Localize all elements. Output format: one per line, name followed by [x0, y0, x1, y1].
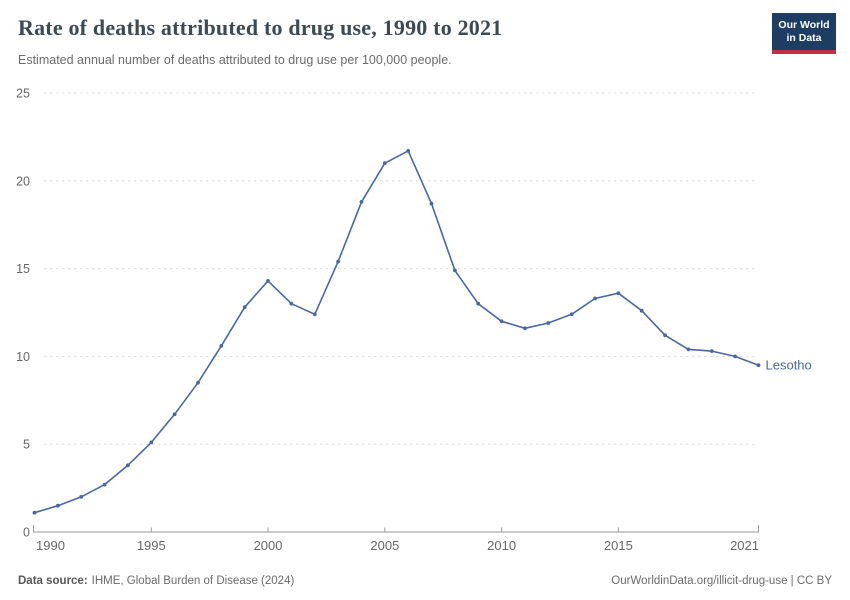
- x-axis-tick-label: 2005: [370, 538, 399, 553]
- data-point: [359, 200, 364, 204]
- chart-subtitle: Estimated annual number of deaths attrib…: [18, 53, 452, 67]
- owid-logo-text-line2: in Data: [786, 32, 822, 44]
- series-line-lesotho: [33, 150, 760, 514]
- data-source-label: Data source:: [18, 575, 88, 587]
- data-point: [756, 363, 761, 368]
- data-point: [172, 412, 177, 417]
- data-point: [336, 259, 340, 264]
- data-point: [289, 301, 294, 306]
- data-point: [149, 440, 154, 445]
- data-point: [196, 380, 200, 385]
- chart-title: Rate of deaths attributed to drug use, 1…: [18, 15, 503, 40]
- owid-logo-text-line1: Our World: [778, 19, 830, 31]
- data-point: [242, 305, 247, 310]
- data-point: [126, 463, 130, 468]
- data-point: [639, 308, 644, 313]
- data-point: [32, 510, 37, 515]
- chart-footer: Data source: IHME, Global Burden of Disea…: [0, 575, 850, 587]
- series-label-lesotho: Lesotho: [766, 358, 812, 373]
- attribution-link[interactable]: OurWorldinData.org/illicit-drug-use | CC…: [611, 575, 832, 587]
- data-source-note: Data source: IHME, Global Burden of Disea…: [18, 575, 294, 587]
- data-point: [663, 333, 667, 338]
- data-point: [102, 482, 107, 487]
- data-point: [733, 354, 737, 359]
- data-point: [266, 279, 270, 283]
- data-point: [709, 349, 714, 353]
- data-point: [476, 301, 481, 306]
- data-point: [523, 326, 527, 331]
- x-axis-tick-label: 2015: [604, 538, 633, 553]
- data-point: [499, 319, 504, 324]
- y-axis-tick-label: 25: [16, 87, 30, 101]
- x-axis-tick-label: 1995: [137, 538, 166, 553]
- data-source-value: IHME, Global Burden of Disease (2024): [91, 575, 295, 587]
- data-point: [593, 296, 597, 301]
- data-point: [312, 312, 317, 317]
- data-point: [686, 347, 691, 352]
- data-point: [382, 161, 387, 166]
- data-point: [219, 344, 224, 348]
- data-point: [616, 291, 621, 296]
- x-axis-tick-label: 2021: [730, 538, 759, 553]
- owid-logo[interactable]: Our World in Data: [772, 13, 836, 54]
- x-axis-tick-label: 1990: [36, 538, 65, 553]
- data-point: [56, 503, 60, 508]
- data-point: [429, 201, 434, 206]
- x-axis-tick-label: 2010: [487, 538, 516, 553]
- y-axis-tick-label: 20: [16, 174, 30, 188]
- y-axis-tick-label: 0: [23, 526, 30, 540]
- data-point: [546, 321, 551, 325]
- data-point: [453, 268, 457, 273]
- data-point: [79, 495, 84, 499]
- y-axis-tick-label: 10: [16, 350, 30, 364]
- data-point: [406, 149, 411, 153]
- data-point: [569, 312, 574, 317]
- y-axis-tick-label: 15: [16, 262, 30, 276]
- x-axis-tick-label: 2000: [254, 538, 283, 553]
- y-axis-tick-label: 5: [23, 438, 30, 452]
